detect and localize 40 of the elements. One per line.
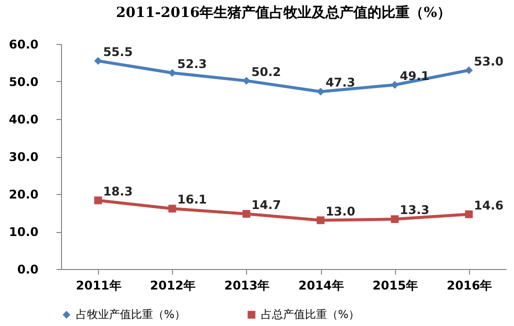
point bbox=[465, 66, 473, 74]
x-tick-label: 2016年 bbox=[446, 278, 492, 292]
y-tick-label: 50.0 bbox=[8, 75, 38, 89]
data-label: 50.2 bbox=[251, 64, 282, 79]
point bbox=[94, 57, 102, 65]
legend-label: 占总产值比重（%） bbox=[261, 308, 360, 321]
point bbox=[242, 210, 250, 218]
x-tick-label: 2011年 bbox=[76, 278, 122, 292]
y-tick-label: 20.0 bbox=[8, 188, 38, 202]
y-tick-label: 40.0 bbox=[8, 112, 38, 126]
y-tick-label: 60.0 bbox=[8, 38, 38, 52]
point bbox=[316, 216, 324, 224]
data-label: 18.3 bbox=[103, 184, 133, 198]
x-tick-label: 2012年 bbox=[150, 278, 196, 292]
point bbox=[465, 210, 473, 218]
data-label: 16.1 bbox=[177, 192, 207, 207]
x-tick-label: 2013年 bbox=[224, 278, 270, 292]
point bbox=[94, 196, 102, 204]
point bbox=[316, 88, 324, 96]
data-label: 14.6 bbox=[474, 198, 504, 212]
x-tick-label: 2015年 bbox=[372, 278, 418, 292]
data-label: 13.0 bbox=[326, 204, 356, 218]
legend-label: 占牧业产值比重（%） bbox=[76, 308, 186, 321]
data-label: 55.5 bbox=[103, 44, 133, 59]
y-tick-label: 10.0 bbox=[8, 225, 38, 239]
point bbox=[168, 204, 176, 212]
data-label: 47.3 bbox=[326, 76, 356, 90]
point bbox=[390, 215, 399, 223]
data-label: 53.0 bbox=[474, 54, 504, 68]
point bbox=[242, 76, 250, 85]
data-label: 14.7 bbox=[251, 198, 282, 212]
data-label: 52.3 bbox=[177, 56, 207, 71]
chart-title: 2011-2016年生猪产值占牧业及总产值的比重（%） bbox=[116, 4, 452, 21]
data-label: 49.1 bbox=[400, 68, 430, 83]
y-tick-label: 30.0 bbox=[8, 150, 38, 164]
y-tick-label: 0.0 bbox=[17, 262, 38, 276]
point bbox=[390, 81, 399, 89]
x-tick-label: 2014年 bbox=[298, 278, 344, 292]
point bbox=[168, 69, 176, 77]
data-label: 13.3 bbox=[400, 203, 430, 218]
